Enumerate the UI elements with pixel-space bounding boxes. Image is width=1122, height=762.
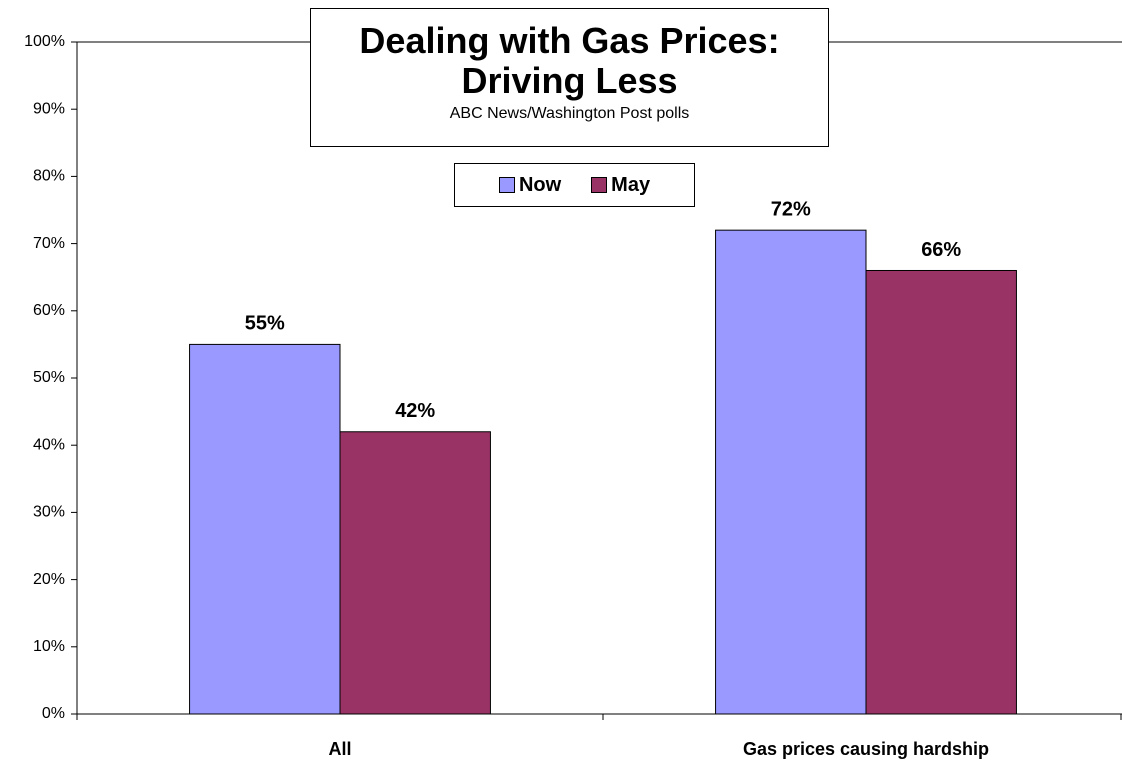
bar: [189, 343, 341, 715]
y-tick-label: 50%: [33, 369, 65, 386]
chart-subtitle: ABC News/Washington Post polls: [449, 105, 690, 122]
bar: [865, 269, 1017, 715]
y-tick-label: 30%: [33, 504, 65, 521]
legend-item: Now: [498, 173, 562, 197]
y-tick-label: 0%: [42, 705, 65, 722]
x-tick-label: Gas prices causing hardship: [743, 739, 989, 759]
y-tick-label: 90%: [33, 100, 65, 117]
legend-swatch: [591, 177, 608, 193]
legend-swatch: [498, 177, 515, 193]
y-tick-label: 100%: [24, 33, 65, 50]
x-tick-label: All: [328, 739, 351, 759]
legend-label: Now: [518, 173, 562, 196]
title-box: Dealing with Gas Prices: Driving Less AB…: [310, 8, 829, 147]
legend: Now May: [454, 163, 695, 207]
legend-item: May: [591, 174, 650, 197]
legend-label: May: [611, 173, 651, 196]
y-tick-label: 40%: [33, 436, 65, 453]
bar: [339, 431, 491, 715]
data-label: 66%: [921, 239, 961, 261]
y-tick-label: 60%: [33, 302, 65, 319]
chart-title: Dealing with Gas Prices: Driving Less: [359, 20, 780, 101]
y-tick-label: 20%: [33, 571, 65, 588]
bar: [715, 229, 867, 715]
data-label: 55%: [245, 313, 285, 335]
data-label: 72%: [771, 198, 811, 220]
data-label: 42%: [395, 400, 435, 422]
y-tick-label: 70%: [33, 235, 65, 252]
y-tick-label: 80%: [33, 168, 65, 185]
y-tick-label: 10%: [33, 638, 65, 655]
